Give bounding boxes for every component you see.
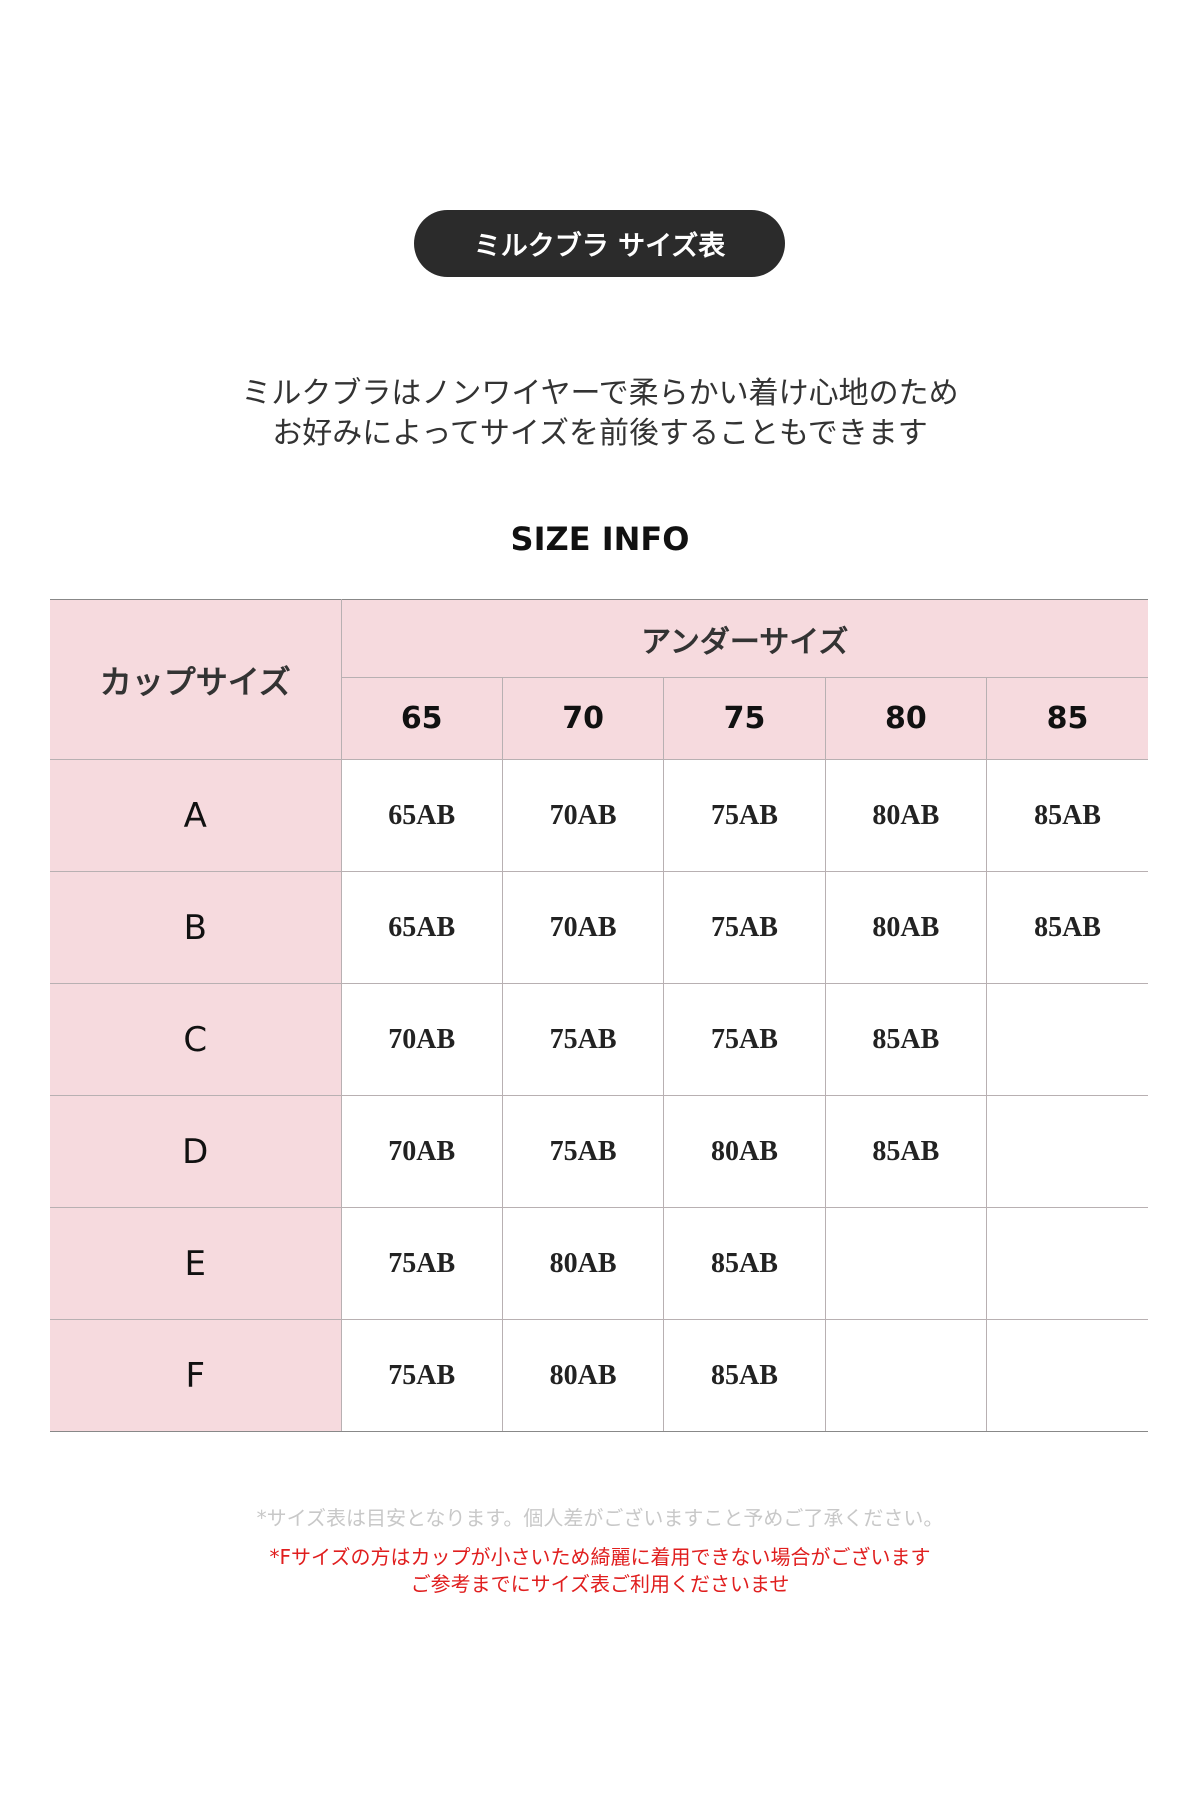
size-cell: 70AB [340,1095,503,1208]
warning-line: *Fサイズの方はカップが小さいため綺麗に着用できない場合がございます [269,1545,931,1569]
size-cell: 75AB [663,759,826,872]
size-cell: 75AB [501,1095,665,1208]
size-cell: 65AB [340,759,503,872]
size-cell: 85AB [986,759,1148,872]
under-size-70: 70 [501,677,665,760]
size-cell: 75AB [501,983,665,1096]
intro-text: ミルクブラはノンワイヤーで柔らかい着け心地のため お好みによってサイズを前後する… [0,374,1200,454]
intro-line: ミルクブラはノンワイヤーで柔らかい着け心地のため [241,376,959,411]
cup-label: C [50,983,342,1096]
size-cell: 85AB [986,871,1148,984]
size-cell: 75AB [663,871,826,984]
size-table: カップサイズ アンダーサイズ 65 70 75 80 85 A 65AB 70AB 75AB 8… [50,599,1148,1432]
table-row: C 70AB 75AB 75AB 85AB [50,983,1148,1096]
size-cell: 70AB [501,759,665,872]
size-cell [986,1095,1148,1208]
cup-label: B [50,871,342,984]
size-cell [986,1319,1148,1432]
size-cell: 70AB [501,871,665,984]
under-size-75: 75 [663,677,826,760]
under-size-85: 85 [986,677,1148,760]
table-row: D 70AB 75AB 80AB 85AB [50,1095,1148,1208]
size-cell: 85AB [663,1207,826,1320]
title-pill: ミルクブラ サイズ表 [414,210,785,277]
size-cell: 75AB [340,1207,503,1320]
size-cell [986,983,1148,1096]
table-row: F 75AB 80AB 85AB [50,1319,1148,1432]
under-size-header: アンダーサイズ [340,599,1148,678]
size-disclaimer: *サイズ表は目安となります。個人差がございますこと予めご了承ください。 [256,1506,944,1530]
size-cell: 85AB [824,983,988,1096]
table-row: A 65AB 70AB 75AB 80AB 85AB [50,759,1148,872]
size-cell: 80AB [824,871,988,984]
cup-size-header: カップサイズ [50,599,342,760]
cup-label: D [50,1095,342,1208]
size-cell: 85AB [663,1319,826,1432]
section-title: SIZE INFO [510,520,690,558]
size-cell: 80AB [501,1319,665,1432]
cup-label: A [50,759,342,872]
f-size-warning: *Fサイズの方はカップが小さいため綺麗に着用できない場合がございます ご参考まで… [0,1544,1200,1598]
table-row: E 75AB 80AB 85AB [50,1207,1148,1320]
under-size-65: 65 [341,677,503,760]
cup-label: F [50,1319,342,1432]
table-row: B 65AB 70AB 75AB 80AB 85AB [50,871,1148,984]
size-cell: 75AB [663,983,826,1096]
under-size-80: 80 [824,677,988,760]
size-cell: 70AB [340,983,503,1096]
size-cell [824,1319,988,1432]
size-cell: 80AB [663,1095,826,1208]
size-cell: 85AB [824,1095,988,1208]
size-cell: 80AB [824,759,988,872]
size-cell [986,1207,1148,1320]
size-cell: 65AB [340,871,503,984]
cup-label: E [50,1207,342,1320]
size-cell: 75AB [340,1319,503,1432]
warning-line: ご参考までにサイズ表ご利用くださいませ [410,1572,790,1596]
size-cell [824,1207,988,1320]
intro-line: お好みによってサイズを前後することもできます [272,416,928,451]
size-cell: 80AB [501,1207,665,1320]
